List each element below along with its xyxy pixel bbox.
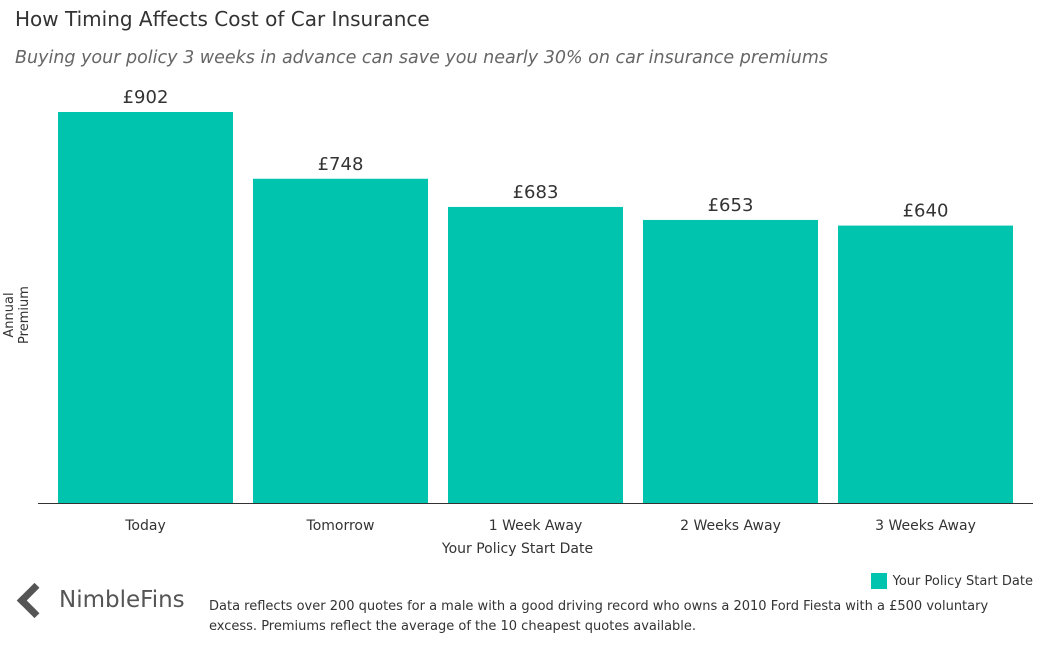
x-axis-label: Your Policy Start Date [441,541,594,557]
chart-subtitle: Buying your policy 3 weeks in advance ca… [15,48,828,68]
data-label-3: £653 [708,195,754,216]
legend-swatch [870,573,887,589]
bar-0 [58,112,233,503]
data-label-2: £683 [513,182,559,203]
chart-title: How Timing Affects Cost of Car Insurance [15,7,430,31]
x-tick-label-2: 1 Week Away [489,518,583,534]
footnote: Data reflects over 200 quotes for a male… [209,599,989,634]
x-tick-label-4: 3 Weeks Away [875,518,976,534]
x-tick-label-0: Today [124,518,166,534]
legend-label: Your Policy Start Date [892,573,1033,589]
bar-2 [448,206,623,503]
bar-3 [643,219,818,503]
bar-4 [838,225,1013,503]
data-label-4: £640 [903,201,949,222]
y-axis-label: Annual Premium [2,286,32,344]
legend: Your Policy Start Date [870,573,1033,589]
data-label-1: £748 [318,154,364,175]
x-tick-label-1: Tomorrow [306,518,375,534]
nimblefins-logo: NimbleFins [14,582,185,618]
x-tick-label-3: 2 Weeks Away [680,518,781,534]
chevron-left-icon [16,582,53,618]
data-label-0: £902 [123,87,169,108]
logo-text: NimbleFins [59,587,185,613]
bar-1 [253,178,428,503]
